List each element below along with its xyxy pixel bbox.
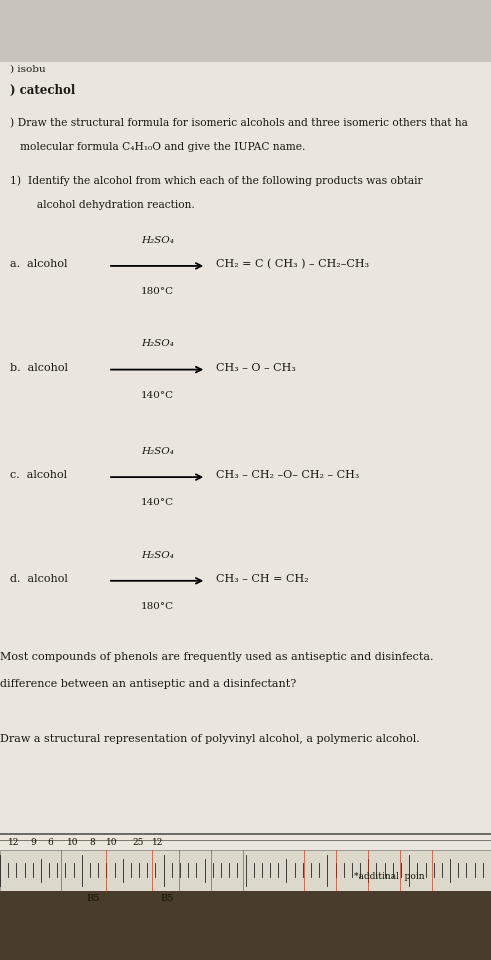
Text: ) catechol: ) catechol xyxy=(10,84,75,97)
Text: 10: 10 xyxy=(67,838,79,847)
Text: 12: 12 xyxy=(8,838,20,847)
Text: a.  alcohol: a. alcohol xyxy=(10,259,67,269)
Text: B5: B5 xyxy=(160,894,174,902)
Text: H₂SO₄: H₂SO₄ xyxy=(141,447,173,456)
Text: CH₃ – CH₂ –O– CH₂ – CH₃: CH₃ – CH₂ –O– CH₂ – CH₃ xyxy=(216,470,359,480)
Text: 1)  Identify the alcohol from which each of the following products was obtair: 1) Identify the alcohol from which each … xyxy=(10,176,422,186)
Text: *additinal  poin: *additinal poin xyxy=(354,872,424,881)
Text: Draw a structural representation of polyvinyl alcohol, a polymeric alcohol.: Draw a structural representation of poly… xyxy=(0,734,420,744)
Text: d.  alcohol: d. alcohol xyxy=(10,574,68,584)
Text: CH₃ – CH = CH₂: CH₃ – CH = CH₂ xyxy=(216,574,309,584)
Text: 25: 25 xyxy=(133,838,144,847)
Text: b.  alcohol: b. alcohol xyxy=(10,363,68,372)
Text: H₂SO₄: H₂SO₄ xyxy=(141,340,173,348)
FancyBboxPatch shape xyxy=(0,891,491,960)
Text: CH₃ – O – CH₃: CH₃ – O – CH₃ xyxy=(216,363,296,372)
Text: 12: 12 xyxy=(152,838,164,847)
Text: 140°C: 140°C xyxy=(140,391,174,399)
Text: ) isobu: ) isobu xyxy=(10,64,46,73)
Text: 6: 6 xyxy=(47,838,53,847)
Text: 8: 8 xyxy=(89,838,95,847)
FancyBboxPatch shape xyxy=(0,850,491,891)
Text: B5: B5 xyxy=(86,894,100,902)
FancyBboxPatch shape xyxy=(0,62,491,850)
Text: molecular formula C₄H₁₀O and give the IUPAC name.: molecular formula C₄H₁₀O and give the IU… xyxy=(10,142,305,152)
Text: ) Draw the structural formula for isomeric alcohols and three isomeric others th: ) Draw the structural formula for isomer… xyxy=(10,118,468,129)
Text: 9: 9 xyxy=(30,838,36,847)
Text: H₂SO₄: H₂SO₄ xyxy=(141,551,173,560)
Text: 180°C: 180°C xyxy=(140,602,174,611)
Text: H₂SO₄: H₂SO₄ xyxy=(141,236,173,245)
Text: 140°C: 140°C xyxy=(140,498,174,507)
Text: 10: 10 xyxy=(106,838,118,847)
Text: c.  alcohol: c. alcohol xyxy=(10,470,67,480)
Text: CH₂ = C ( CH₃ ) – CH₂–CH₃: CH₂ = C ( CH₃ ) – CH₂–CH₃ xyxy=(216,259,369,269)
Text: alcohol dehydration reaction.: alcohol dehydration reaction. xyxy=(20,200,194,209)
Text: Most compounds of phenols are frequently used as antiseptic and disinfecta.: Most compounds of phenols are frequently… xyxy=(0,652,434,661)
Text: 180°C: 180°C xyxy=(140,287,174,296)
Text: difference between an antiseptic and a disinfectant?: difference between an antiseptic and a d… xyxy=(0,679,296,688)
